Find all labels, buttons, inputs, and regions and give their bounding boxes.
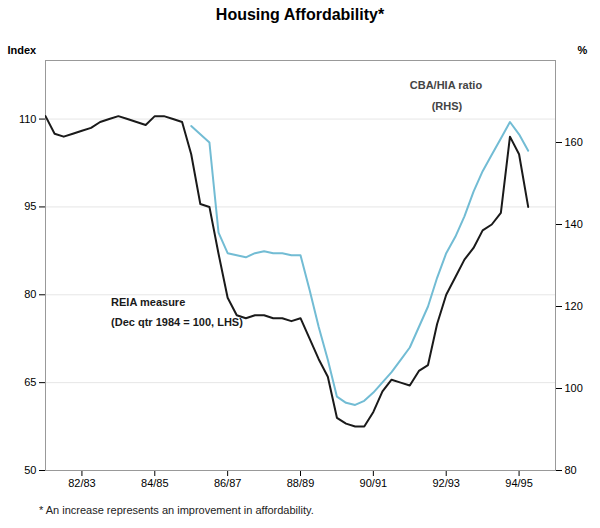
svg-text:120: 120: [565, 300, 583, 312]
svg-text:100: 100: [565, 382, 583, 394]
svg-text:84/85: 84/85: [141, 477, 169, 489]
svg-text:160: 160: [565, 136, 583, 148]
svg-text:CBA/HIA ratio: CBA/HIA ratio: [410, 79, 483, 91]
svg-text:%: %: [578, 44, 588, 56]
svg-text:(RHS): (RHS): [432, 100, 463, 112]
svg-text:86/87: 86/87: [214, 477, 242, 489]
svg-text:65: 65: [24, 376, 36, 388]
svg-text:95: 95: [24, 200, 36, 212]
svg-text:140: 140: [565, 218, 583, 230]
svg-text:80: 80: [24, 288, 36, 300]
svg-text:80: 80: [565, 464, 577, 476]
svg-text:Index: Index: [8, 44, 38, 56]
svg-text:82/83: 82/83: [68, 477, 96, 489]
html-text:Housing Affordability*: Housing Affordability*: [215, 6, 385, 23]
svg-text:88/89: 88/89: [287, 477, 315, 489]
svg-text:(Dec qtr 1984 = 100, LHS): (Dec qtr 1984 = 100, LHS): [111, 316, 243, 328]
svg-text:90/91: 90/91: [360, 477, 388, 489]
html-text:* An increase represents an im: * An increase represents an improvement …: [39, 504, 314, 516]
svg-text:94/95: 94/95: [505, 477, 533, 489]
svg-text:50: 50: [24, 464, 36, 476]
svg-text:REIA measure: REIA measure: [111, 296, 185, 308]
svg-text:92/93: 92/93: [432, 477, 460, 489]
svg-text:110: 110: [19, 113, 37, 125]
